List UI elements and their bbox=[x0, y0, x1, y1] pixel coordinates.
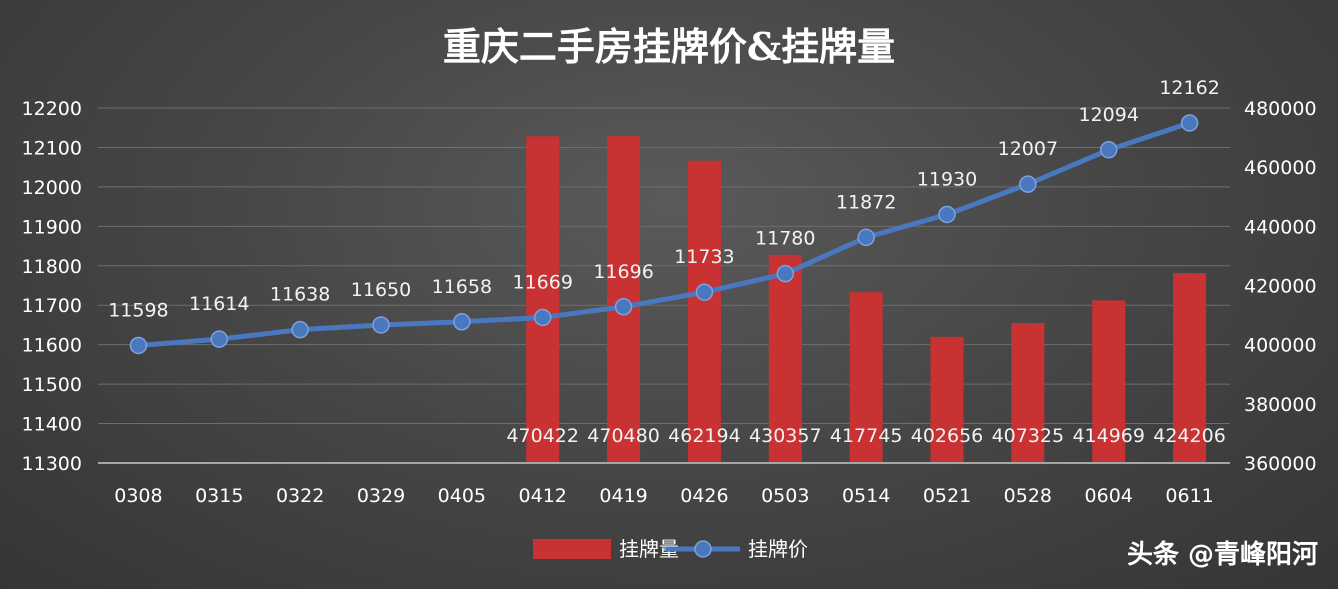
line-point bbox=[210, 330, 229, 348]
x-tick-label: 0405 bbox=[438, 485, 486, 507]
line-data-label: 11733 bbox=[674, 246, 734, 268]
line-point bbox=[372, 316, 390, 334]
x-tick-label: 0322 bbox=[276, 485, 324, 507]
x-tick-label: 0604 bbox=[1085, 485, 1133, 507]
x-tick-label: 0514 bbox=[842, 485, 890, 507]
y-left-tick-label: 11500 bbox=[22, 374, 82, 396]
bar-data-label: 402656 bbox=[911, 425, 984, 447]
line-data-label: 11598 bbox=[108, 299, 168, 321]
x-tick-label: 0521 bbox=[923, 485, 971, 507]
x-tick-label: 0528 bbox=[1004, 485, 1052, 507]
line-data-label: 11614 bbox=[189, 293, 249, 315]
x-tick-label: 0308 bbox=[114, 485, 162, 507]
y-left-tick-label: 11800 bbox=[22, 256, 82, 278]
line-data-label: 11780 bbox=[755, 228, 815, 250]
line-data-label: 12162 bbox=[1159, 77, 1219, 99]
line-data-label: 11658 bbox=[432, 276, 492, 298]
bar-data-label: 414969 bbox=[1072, 425, 1145, 447]
y-left-tick-label: 11300 bbox=[22, 453, 82, 475]
line-point bbox=[857, 228, 875, 247]
line-series bbox=[129, 114, 1199, 355]
x-tick-label: 0611 bbox=[1165, 485, 1213, 507]
chart-title: 重庆二手房挂牌价&挂牌量 bbox=[443, 24, 895, 69]
line-point bbox=[776, 264, 795, 283]
line-data-label: 11638 bbox=[270, 284, 330, 306]
x-tick-label: 0412 bbox=[519, 485, 567, 507]
y-right-tick-label: 460000 bbox=[1244, 157, 1317, 179]
y-left-tick-label: 12000 bbox=[22, 177, 82, 199]
y-left-tick-label: 11700 bbox=[22, 295, 82, 317]
y-left-tick-label: 12100 bbox=[22, 137, 82, 159]
line-data-label: 11669 bbox=[512, 271, 572, 293]
line-point bbox=[938, 205, 956, 224]
bar-data-label: 470422 bbox=[506, 425, 579, 447]
bar-data-label: 430357 bbox=[749, 425, 822, 447]
axes: 11300 11400 11500 11600 11700 11800 11900 12000… bbox=[22, 98, 1317, 507]
bar-data-label: 462194 bbox=[668, 425, 741, 447]
data-labels: 470422 470480 462194 430357 417745 402656 4073… bbox=[108, 77, 1226, 447]
legend: 挂牌量 挂牌价 bbox=[533, 537, 808, 561]
x-tick-label: 0329 bbox=[357, 485, 405, 507]
line-data-label: 11650 bbox=[351, 279, 411, 301]
bar bbox=[768, 254, 802, 463]
x-tick-label: 0503 bbox=[761, 485, 809, 507]
watermark: 头条 @青峰阳河 bbox=[1127, 540, 1318, 570]
y-right-tick-label: 420000 bbox=[1244, 276, 1317, 298]
bar bbox=[1173, 273, 1207, 463]
x-tick-label: 0315 bbox=[195, 485, 243, 507]
line-point bbox=[695, 283, 714, 301]
bar-data-label: 424206 bbox=[1153, 425, 1226, 447]
line-data-label: 11872 bbox=[836, 191, 896, 213]
line-point bbox=[129, 336, 148, 355]
line-point bbox=[453, 313, 471, 331]
legend-label-line: 挂牌价 bbox=[748, 537, 808, 561]
line-data-label: 11696 bbox=[593, 261, 653, 283]
line-point bbox=[1019, 175, 1037, 193]
y-left-tick-label: 11600 bbox=[22, 335, 82, 357]
bar-data-label: 407325 bbox=[992, 425, 1065, 447]
line-point bbox=[291, 320, 309, 339]
y-right-tick-label: 400000 bbox=[1244, 335, 1317, 357]
y-right-tick-label: 360000 bbox=[1244, 453, 1317, 475]
line-point bbox=[1180, 114, 1199, 132]
price-line bbox=[138, 120, 1191, 348]
line-data-label: 12007 bbox=[998, 138, 1058, 160]
x-tick-label: 0419 bbox=[599, 485, 647, 507]
bar bbox=[526, 136, 560, 464]
line-point bbox=[614, 298, 633, 316]
y-right-tick-label: 440000 bbox=[1244, 216, 1317, 238]
legend-swatch-bar bbox=[533, 539, 611, 559]
line-data-label: 11930 bbox=[917, 169, 977, 191]
bar-data-label: 470480 bbox=[587, 425, 660, 447]
line-point bbox=[533, 308, 552, 327]
line-data-label: 12094 bbox=[1078, 104, 1138, 126]
line-point bbox=[1099, 141, 1118, 159]
y-left-tick-label: 11900 bbox=[22, 216, 82, 238]
y-right-tick-label: 480000 bbox=[1244, 98, 1317, 120]
y-left-tick-label: 12200 bbox=[22, 98, 82, 120]
x-tick-label: 0426 bbox=[680, 485, 728, 507]
bar bbox=[849, 292, 883, 463]
bar bbox=[687, 160, 721, 463]
bar bbox=[1011, 322, 1045, 463]
bar bbox=[1092, 300, 1126, 463]
bar-data-label: 417745 bbox=[830, 425, 903, 447]
bar bbox=[930, 336, 964, 463]
y-left-tick-label: 11400 bbox=[22, 414, 82, 436]
legend-swatch-marker bbox=[694, 540, 712, 558]
gridlines bbox=[98, 107, 1230, 425]
y-right-tick-label: 380000 bbox=[1244, 394, 1317, 416]
